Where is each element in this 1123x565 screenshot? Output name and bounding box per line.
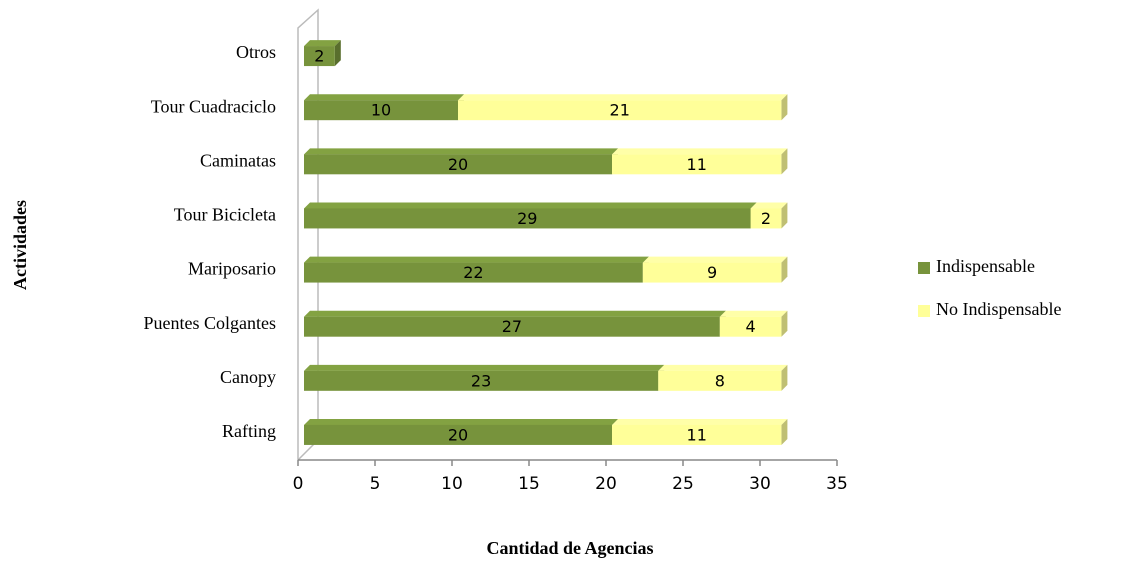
bar-top (658, 364, 788, 371)
bar-side (781, 364, 788, 391)
value-label: 4 (746, 317, 756, 336)
bar-top (304, 40, 341, 47)
value-label: 10 (371, 101, 391, 120)
value-label: 21 (610, 101, 630, 120)
bar-top (304, 202, 757, 209)
bar-side (781, 256, 788, 283)
bar (304, 46, 335, 67)
bar-top (304, 364, 665, 371)
bar (612, 424, 782, 445)
bar-top (750, 202, 788, 209)
y-tick-label: Otros (236, 42, 276, 62)
value-label: 22 (463, 263, 483, 282)
bar (304, 316, 720, 337)
bar-side (781, 310, 788, 337)
bar-top (304, 94, 464, 101)
bar-top (304, 418, 618, 425)
bar-top (304, 310, 726, 317)
bar-top (612, 148, 788, 155)
bar (642, 262, 782, 283)
value-label: 8 (715, 371, 725, 390)
y-tick-label: Tour Bicicleta (174, 205, 276, 225)
bar (719, 316, 782, 337)
bar-top (719, 310, 788, 317)
y-tick-label: Tour Cuadraciclo (151, 96, 276, 116)
x-tick-label: 5 (370, 474, 381, 494)
value-label: 20 (448, 155, 468, 174)
bar (304, 100, 458, 121)
bar-top (642, 256, 788, 263)
value-label: 11 (687, 425, 707, 444)
x-axis-title: Cantidad de Agencias (486, 538, 653, 558)
bar (304, 424, 612, 445)
bar-top (458, 94, 788, 101)
legend-label: Indispensable (936, 256, 1035, 276)
value-label: 9 (707, 263, 717, 282)
x-tick-label: 30 (749, 474, 771, 494)
bar-side (781, 94, 788, 121)
bar-side (334, 40, 341, 67)
y-tick-label: Mariposario (188, 259, 276, 279)
bar (658, 370, 782, 391)
legend-label: No Indispensable (936, 299, 1061, 319)
x-tick-label: 15 (518, 474, 540, 494)
value-label: 2 (314, 47, 324, 66)
bar (304, 370, 659, 391)
back-wall (297, 8, 319, 460)
x-tick-label: 0 (293, 474, 304, 494)
y-tick-label: Rafting (222, 421, 276, 441)
bar (750, 208, 782, 229)
bar (304, 262, 643, 283)
bar (304, 154, 612, 175)
bar (304, 208, 751, 229)
value-label: 27 (502, 317, 522, 336)
y-tick-label: Canopy (220, 367, 276, 387)
bar (458, 100, 782, 121)
bar-side (781, 418, 788, 445)
x-tick-label: 10 (441, 474, 463, 494)
value-label: 23 (471, 371, 491, 390)
value-label: 20 (448, 425, 468, 444)
x-tick-label: 35 (826, 474, 848, 494)
legend-swatch (918, 305, 930, 317)
bar-side (781, 148, 788, 175)
bar-top (612, 418, 788, 425)
value-label: 2 (761, 209, 771, 228)
bar (612, 154, 782, 175)
bar-top (304, 148, 618, 155)
value-label: 11 (687, 155, 707, 174)
y-axis-title: Actividades (10, 200, 30, 290)
bar-side (781, 202, 788, 229)
y-tick-label: Caminatas (200, 150, 276, 170)
x-tick-label: 25 (672, 474, 694, 494)
value-label: 29 (517, 209, 537, 228)
legend-swatch (918, 262, 930, 274)
bar-top (304, 256, 649, 263)
y-tick-label: Puentes Colgantes (144, 313, 277, 333)
x-tick-label: 20 (595, 474, 617, 494)
